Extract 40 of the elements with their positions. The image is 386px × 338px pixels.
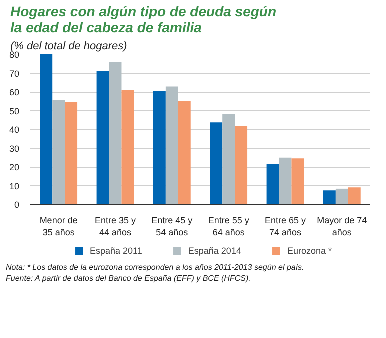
x-tick-label: Entre 55 y 64 años xyxy=(208,216,250,238)
bar xyxy=(109,62,122,204)
x-tick-label: Entre 45 y 54 años xyxy=(152,216,194,238)
bar xyxy=(348,188,361,204)
bar xyxy=(52,100,66,204)
legend-label: España 2011 xyxy=(90,246,142,256)
y-tick-label: 10 xyxy=(9,181,20,192)
y-tick-label: 50 xyxy=(9,106,20,116)
bar xyxy=(292,158,304,204)
bar xyxy=(166,86,178,204)
chart-subtitle: (% del total de hogares) xyxy=(10,40,128,52)
source-note: Fuente: A partir de datos del Banco de España (EFF) y BCE (HFCS). xyxy=(6,273,251,285)
y-tick-label: 0 xyxy=(14,200,20,210)
y-tick-label: 80 xyxy=(9,50,20,60)
y-tick-label: 20 xyxy=(9,162,20,172)
legend-label: Eurozona * xyxy=(287,246,332,256)
y-tick-label: 70 xyxy=(9,68,20,79)
bar xyxy=(40,54,53,204)
bar xyxy=(96,71,110,204)
bar xyxy=(222,114,236,204)
bar xyxy=(65,102,78,204)
bar xyxy=(323,190,336,204)
bar xyxy=(336,188,348,204)
x-tick-label: Entre 65 y 74 años xyxy=(264,216,307,238)
bar xyxy=(235,126,248,204)
bar xyxy=(279,158,292,204)
bar xyxy=(153,91,166,204)
y-tick-label: 60 xyxy=(9,88,20,98)
x-tick-label: Mayor de 74 años xyxy=(317,216,368,238)
x-tick-label: Entre 35 y 44 años xyxy=(94,216,137,238)
text: Nota: * Los datos de la eurozona corresponden a los años 2011-2013 según el país. xyxy=(6,262,304,274)
y-tick-label: 30 xyxy=(9,144,20,154)
bar xyxy=(122,90,134,204)
x-tick-label: Menor de 35 años xyxy=(40,216,78,238)
chart-title: Hogares con algún tipo de deuda según la edad del cabeza de familia xyxy=(10,4,277,36)
y-tick-label: 40 xyxy=(9,125,20,135)
bar xyxy=(178,101,191,204)
bar xyxy=(210,122,223,204)
legend-label: España 2014 xyxy=(188,246,242,256)
bar xyxy=(266,164,280,204)
